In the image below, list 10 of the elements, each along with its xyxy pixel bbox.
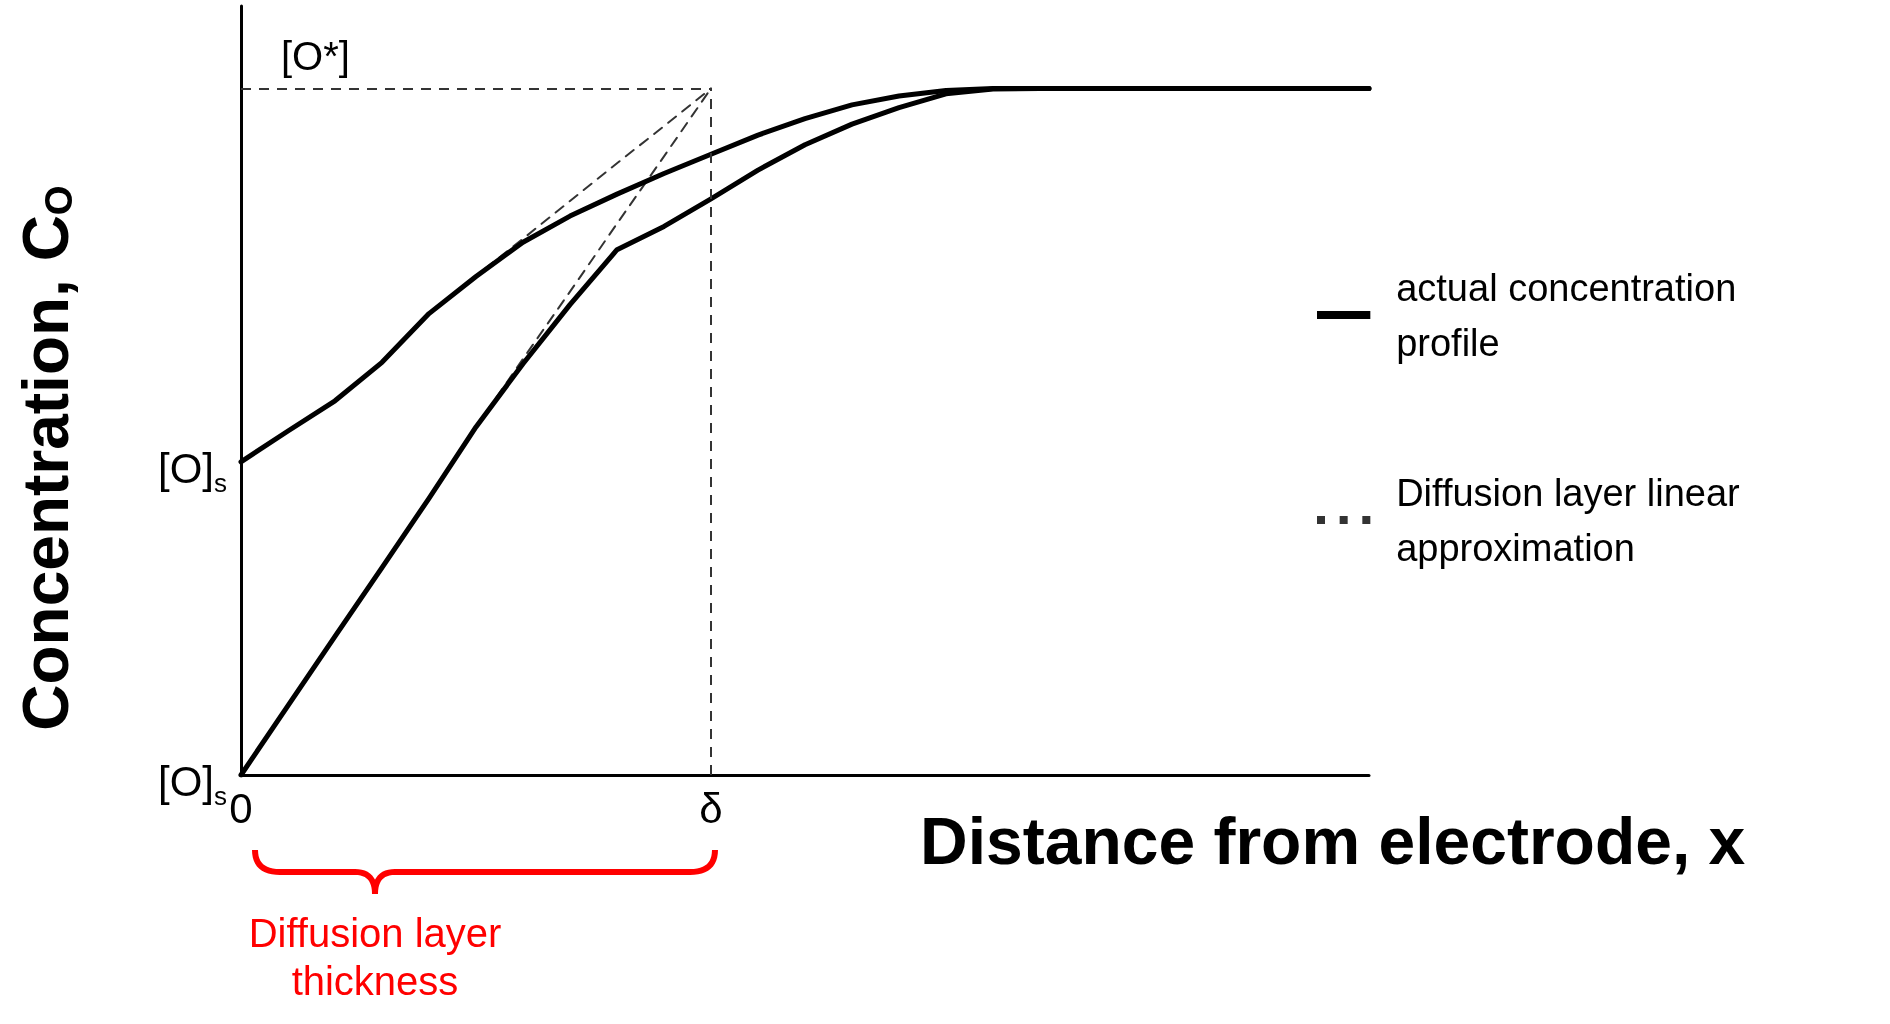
annotation: [O]$_{s}$ [157,444,227,500]
legend-label: actual concentration profile [1396,266,1747,364]
annotation: [O]$_{s}$ [157,757,227,813]
legend-label: Diffusion layer linear approximation [1396,471,1751,569]
text: Diffusion layer thickness [247,910,503,1005]
x-tick-label: δ [699,784,723,832]
x-axis-title: Distance from electrode, x [920,804,1746,878]
y-axis-title: Concentration, CO [10,185,82,731]
x-tick-label: 0 [229,784,253,832]
ref-line-label: [O*] [281,34,350,79]
